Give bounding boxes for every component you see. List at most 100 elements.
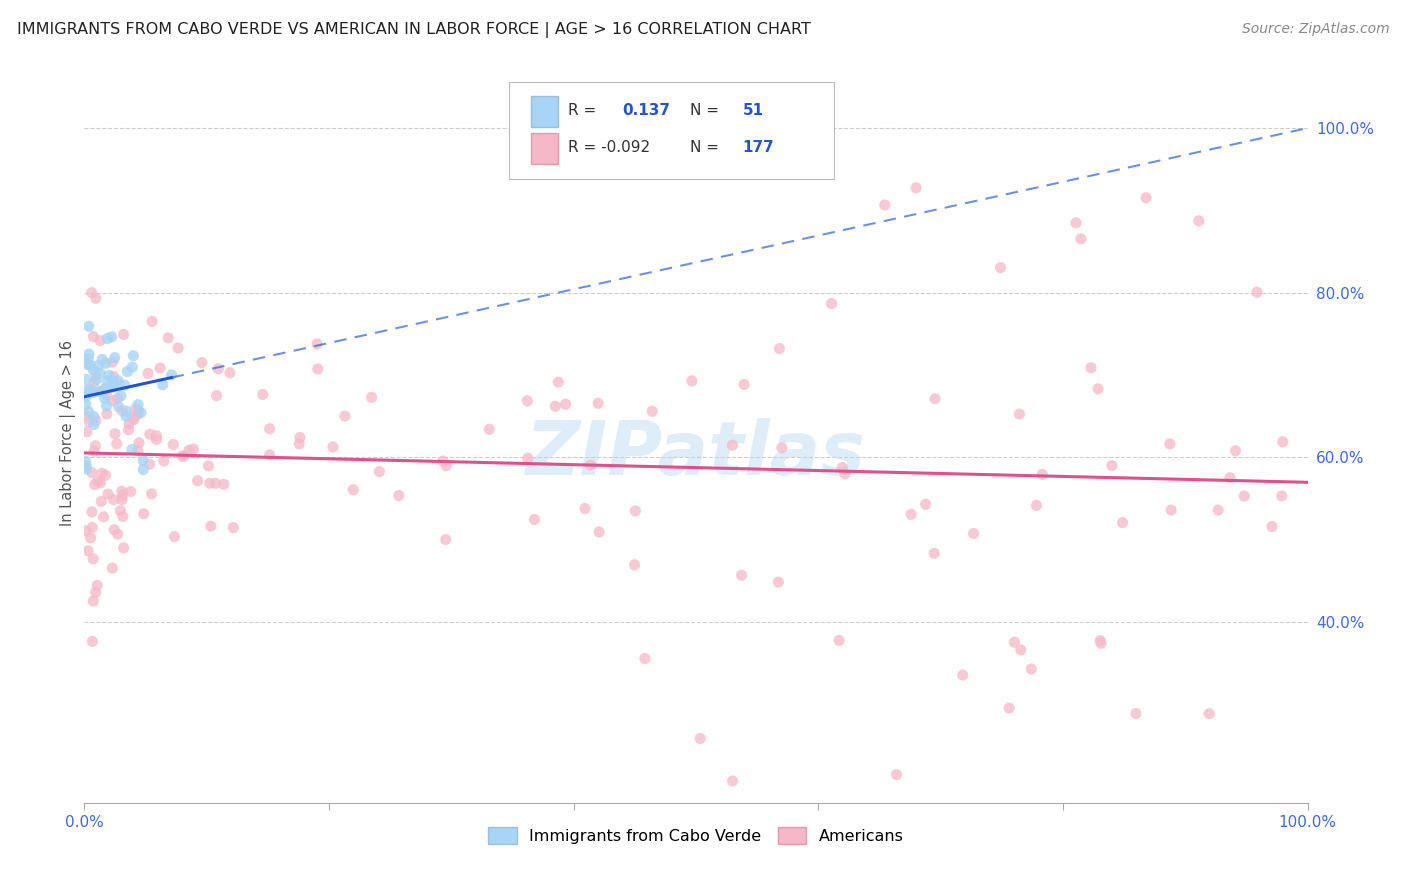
Point — [117, 365, 139, 379]
Point — [77, 351, 100, 366]
Point — [111, 492, 134, 507]
Point — [177, 443, 200, 458]
Point — [100, 330, 122, 344]
Point — [768, 575, 790, 590]
Point — [624, 504, 647, 518]
Point — [1188, 214, 1211, 228]
Point — [1225, 443, 1247, 458]
Point — [516, 451, 538, 466]
Point — [172, 449, 194, 463]
Point — [121, 359, 143, 374]
Point — [105, 436, 128, 450]
Point — [141, 487, 163, 501]
Point — [122, 349, 145, 363]
Point — [84, 373, 107, 387]
Point — [1271, 434, 1294, 449]
Point — [83, 385, 105, 400]
Point — [110, 389, 132, 403]
Point — [117, 423, 139, 437]
Point — [1002, 635, 1025, 649]
Point — [96, 331, 118, 345]
Point — [127, 407, 149, 421]
Point — [129, 406, 152, 420]
Point — [122, 412, 145, 426]
Point — [1021, 662, 1043, 676]
Text: ZIPatlas: ZIPatlas — [526, 418, 866, 491]
Point — [121, 442, 143, 457]
Point — [96, 399, 118, 413]
Point — [634, 651, 657, 665]
Point — [1008, 407, 1031, 421]
Point — [586, 396, 609, 410]
Point — [1025, 499, 1047, 513]
Point — [200, 519, 222, 533]
Point — [1070, 232, 1092, 246]
Point — [82, 363, 104, 377]
Point — [96, 407, 118, 421]
Point — [101, 355, 124, 369]
Point — [204, 476, 226, 491]
Point — [82, 634, 104, 648]
Point — [388, 489, 411, 503]
Point — [368, 465, 391, 479]
Point — [79, 358, 101, 372]
Point — [75, 397, 97, 411]
Point — [118, 417, 141, 431]
Point — [93, 509, 115, 524]
Point — [80, 505, 103, 519]
Point — [588, 524, 610, 539]
Point — [75, 356, 97, 370]
Point — [197, 458, 219, 473]
Point — [1271, 489, 1294, 503]
Point — [83, 417, 105, 432]
Point — [112, 541, 135, 555]
Point — [103, 377, 125, 392]
Point — [96, 374, 118, 388]
Text: 0.137: 0.137 — [623, 103, 671, 118]
Point — [107, 374, 129, 388]
Point — [132, 507, 155, 521]
Point — [167, 341, 190, 355]
Point — [547, 375, 569, 389]
Point — [112, 327, 135, 342]
Point — [733, 377, 755, 392]
Point — [820, 296, 842, 310]
Point — [110, 503, 132, 517]
Point — [623, 558, 645, 572]
Text: 177: 177 — [742, 140, 775, 155]
Point — [141, 314, 163, 328]
Point — [922, 546, 945, 560]
Point — [187, 474, 209, 488]
Point — [75, 409, 97, 423]
Point — [94, 381, 117, 395]
Point — [998, 701, 1021, 715]
Point — [160, 368, 183, 382]
Point — [104, 426, 127, 441]
Point — [75, 462, 97, 476]
Point — [721, 774, 744, 789]
Point — [432, 454, 454, 468]
Point — [87, 384, 110, 399]
Point — [307, 362, 329, 376]
Point — [79, 383, 101, 397]
Point — [77, 415, 100, 429]
Point — [990, 260, 1012, 275]
Point — [127, 398, 149, 412]
Legend: Immigrants from Cabo Verde, Americans: Immigrants from Cabo Verde, Americans — [482, 821, 910, 850]
Point — [84, 585, 107, 599]
Point — [322, 440, 344, 454]
Point — [80, 285, 103, 300]
Text: Source: ZipAtlas.com: Source: ZipAtlas.com — [1241, 22, 1389, 37]
Point — [828, 633, 851, 648]
Point — [82, 329, 104, 343]
Text: R =: R = — [568, 103, 596, 118]
Point — [83, 477, 105, 491]
Point — [83, 444, 105, 458]
Point — [831, 460, 853, 475]
Point — [82, 552, 104, 566]
Point — [434, 458, 457, 473]
Point — [198, 476, 221, 491]
FancyBboxPatch shape — [509, 82, 834, 179]
Point — [1233, 489, 1256, 503]
Point — [139, 427, 162, 442]
